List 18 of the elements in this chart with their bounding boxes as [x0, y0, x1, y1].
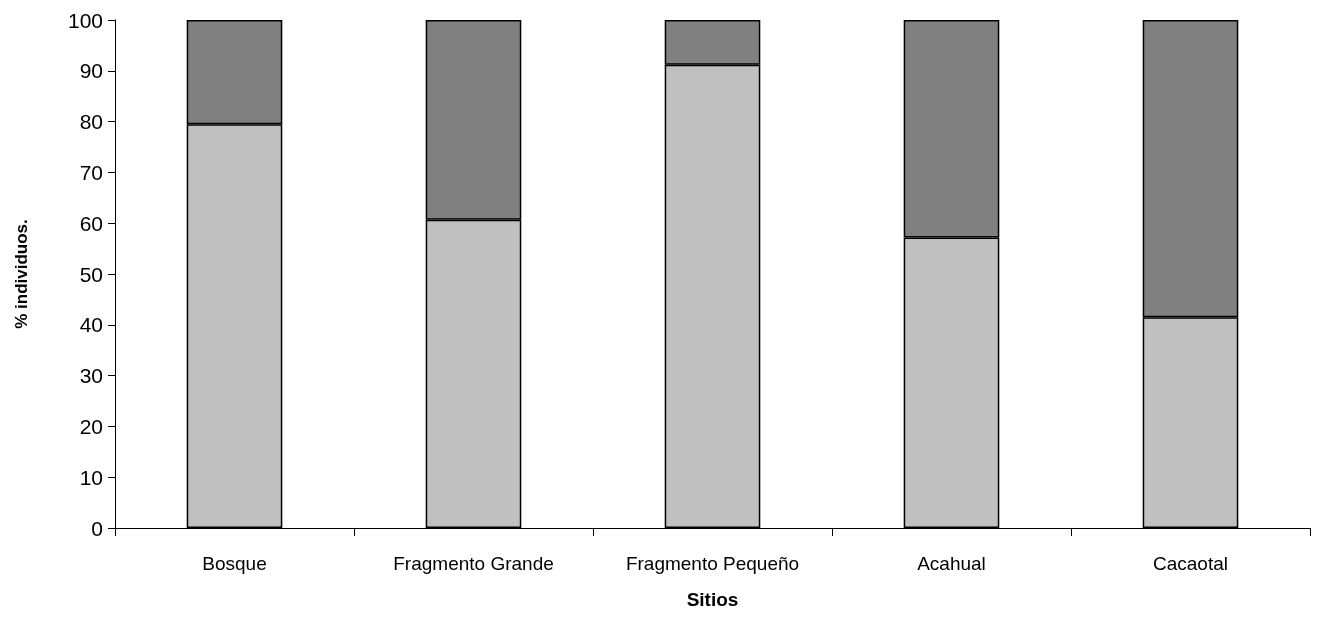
x-tick-label: Fragmento Grande: [393, 553, 554, 574]
y-tick-label: 100: [67, 8, 103, 32]
x-tick-label: Acahual: [917, 553, 986, 574]
y-tick-label: 10: [79, 465, 103, 489]
x-axis-title: Sitios: [686, 589, 739, 610]
y-tick-label: 70: [79, 160, 103, 184]
y-tick-label: 80: [79, 110, 103, 134]
x-tick-label: Bosque: [202, 553, 267, 574]
y-tick-label: 30: [79, 364, 103, 388]
y-tick-label: 60: [79, 211, 103, 235]
y-tick-label: 90: [79, 59, 103, 83]
y-tick-label: 20: [79, 414, 103, 438]
y-tick-label: 0: [91, 516, 103, 540]
y-axis-title: % individuos.: [12, 219, 31, 329]
x-tick-label: Fragmento Pequeño: [625, 553, 800, 574]
x-tick-label: Cacaotal: [1153, 553, 1228, 574]
y-tick-label: 40: [79, 313, 103, 337]
y-tick-label: 50: [79, 262, 103, 286]
